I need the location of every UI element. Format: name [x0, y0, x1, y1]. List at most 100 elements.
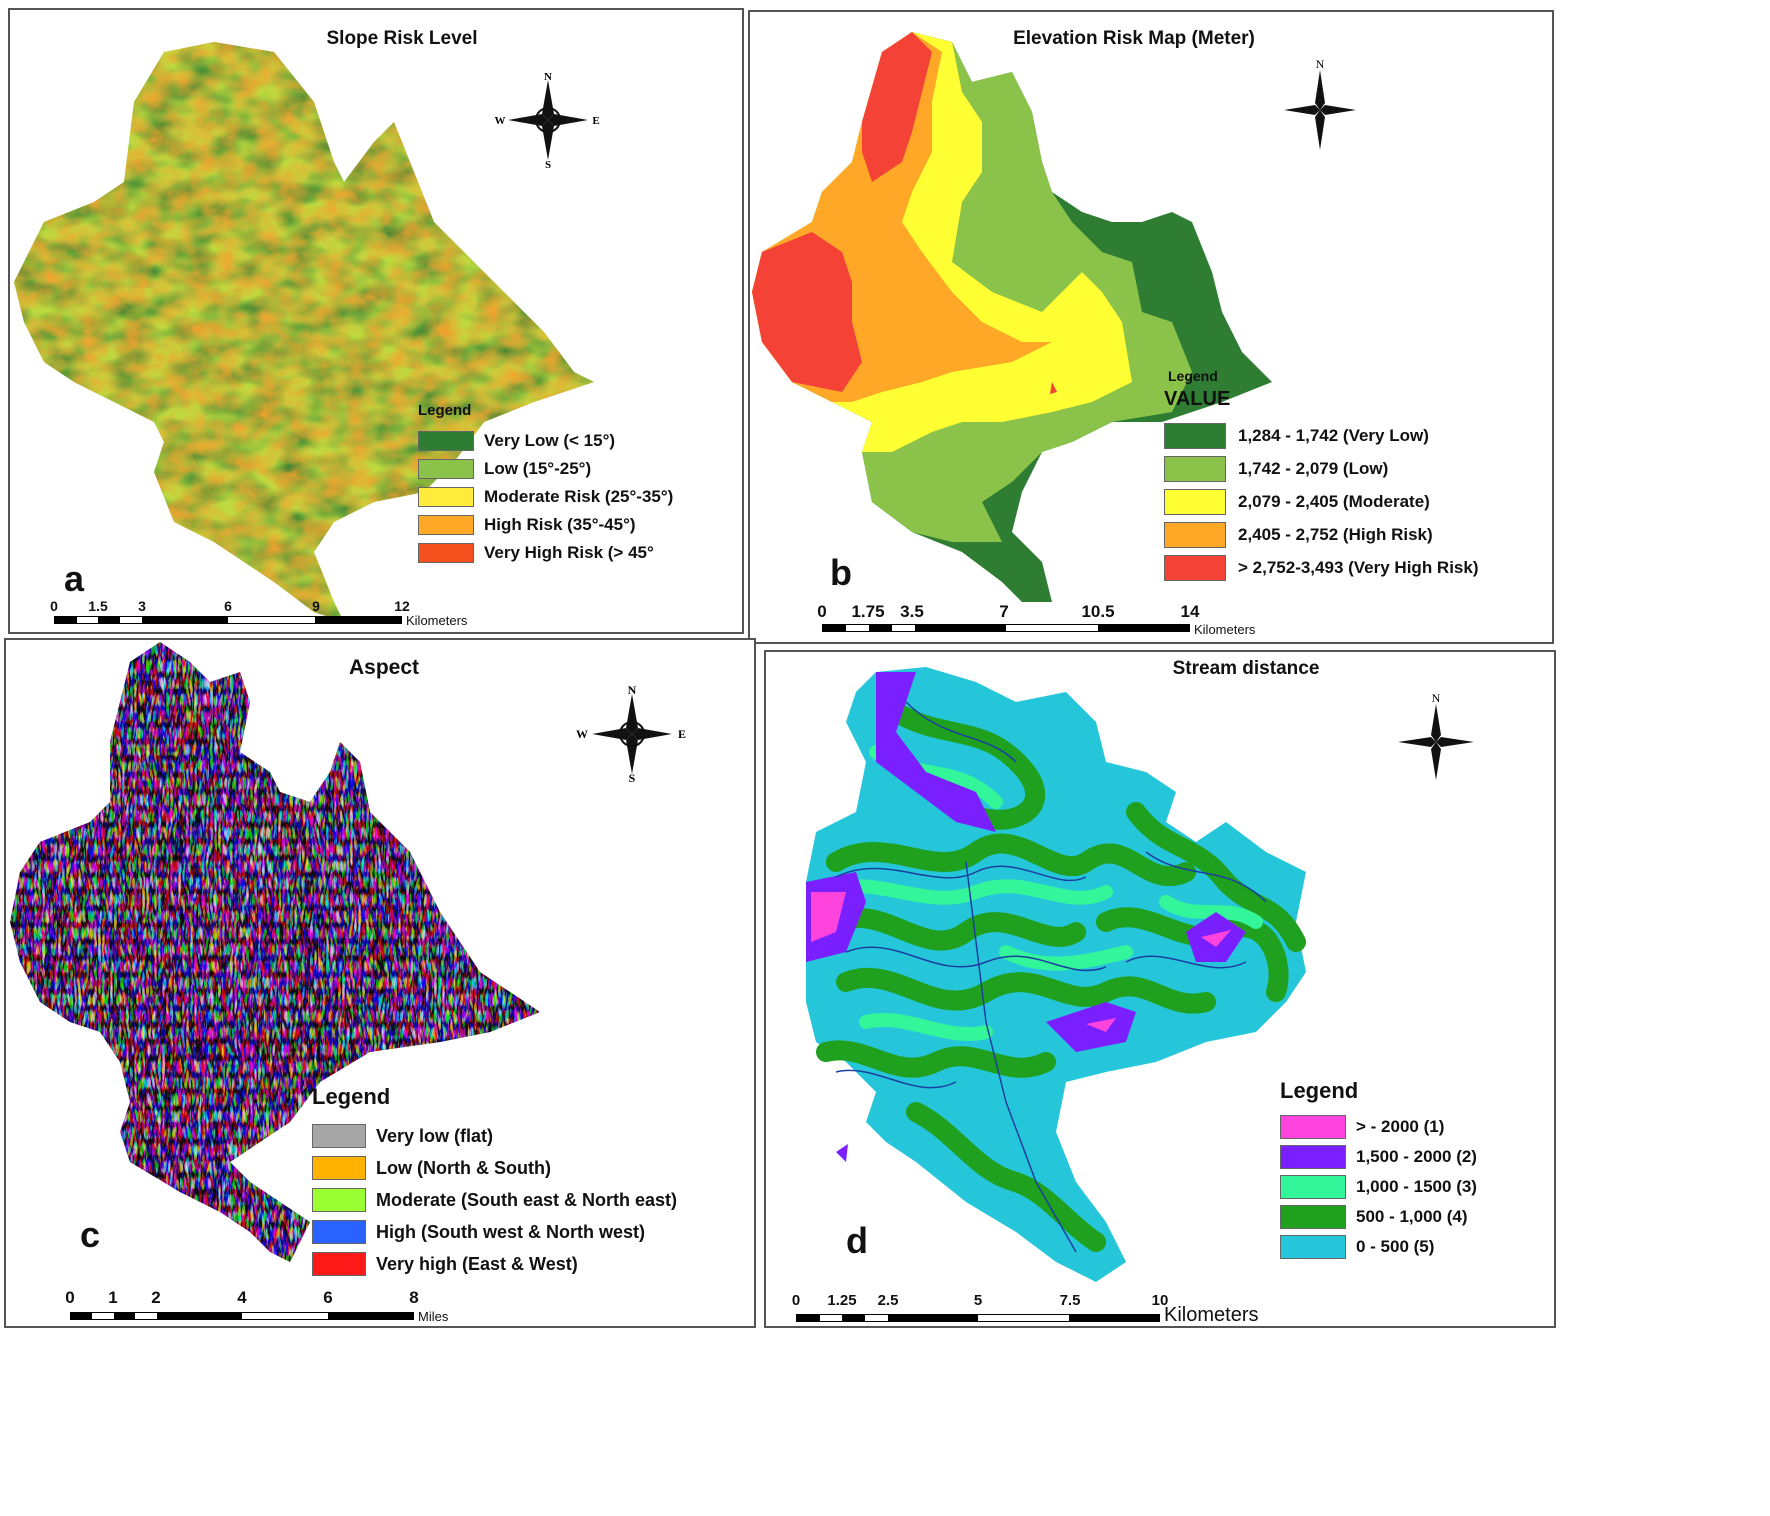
scale-tick: 6: [224, 598, 232, 614]
legend-elevation: Legend VALUE 1,284 - 1,742 (Very Low) 1,…: [1164, 368, 1479, 584]
legend-label: 2,079 - 2,405 (Moderate): [1238, 491, 1430, 511]
legend-aspect: Legend Very low (flat) Low (North & Sout…: [312, 1084, 677, 1280]
legend-label: Moderate Risk (25°-35°): [484, 487, 674, 506]
compass-n: N: [544, 71, 552, 83]
legend-label: Very High Risk (> 45°: [484, 543, 654, 562]
legend-title: Legend: [1280, 1078, 1359, 1103]
legend-swatch: [418, 543, 474, 563]
legend-label: Low (15°-25°): [484, 459, 592, 478]
scale-tick: 2: [151, 1288, 161, 1307]
legend-swatch: [1164, 521, 1226, 548]
scale-bar-graphic: [54, 616, 402, 624]
scale-bar-graphic: [822, 624, 1190, 632]
north-arrow-icon: N: [1398, 691, 1474, 780]
legend-label: > - 2000 (1): [1356, 1117, 1445, 1136]
legend-item: Very Low (< 15°): [418, 427, 673, 455]
compass-n: N: [1432, 691, 1441, 705]
scale-tick: 3.5: [900, 602, 924, 621]
legend-swatch: [1280, 1205, 1346, 1229]
legend-swatch: [418, 459, 474, 479]
panel-letter: c: [80, 1214, 101, 1255]
scale-tick: 7.5: [1059, 1292, 1081, 1309]
panel-b-elevation: Elevation Risk Map (Meter) N Legend VALU…: [748, 10, 1554, 644]
scale-unit: Kilometers: [406, 613, 468, 628]
legend-label: Low (North & South): [376, 1157, 551, 1178]
legend-slope: Legend Very Low (< 15°) Low (15°-25°) Mo…: [418, 402, 673, 567]
legend-swatch: [312, 1188, 366, 1212]
legend-label: Very low (flat): [376, 1125, 494, 1146]
scale-tick: 4: [237, 1288, 247, 1307]
legend-swatch: [418, 515, 474, 535]
legend-swatch: [1164, 422, 1226, 449]
stream-distance-map: [806, 667, 1306, 1282]
legend-label: High Risk (35°-45°): [484, 515, 636, 534]
legend-label: Moderate (South east & North east): [376, 1189, 678, 1210]
legend-item: 1,500 - 2000 (2): [1280, 1142, 1477, 1172]
elevation-map: [752, 32, 1272, 602]
scale-tick: 8: [409, 1288, 419, 1307]
scale-tick: 0: [65, 1288, 75, 1307]
legend-label: 2,405 - 2,752 (High Risk): [1238, 524, 1433, 544]
scale-unit: Miles: [418, 1309, 449, 1324]
scale-tick: 10: [1151, 1292, 1169, 1309]
legend-swatch: [312, 1220, 366, 1244]
legend-swatch: [418, 431, 474, 451]
scale-tick: 1.75: [851, 602, 885, 621]
compass-e: E: [678, 727, 686, 741]
legend-label: > 2,752-3,493 (Very High Risk): [1238, 557, 1479, 577]
compass-e: E: [592, 115, 599, 127]
compass-s: S: [545, 159, 551, 170]
panel-title: Slope Risk Level: [326, 28, 478, 49]
legend-swatch: [312, 1124, 366, 1148]
panel-a-slope: Slope Risk Level N S E W Legend Very Low…: [8, 8, 744, 634]
legend-swatch: [1280, 1235, 1346, 1259]
scale-tick: 9: [312, 598, 320, 614]
legend-item: Very low (flat): [312, 1120, 677, 1152]
scale-unit: Kilometers: [1164, 1304, 1259, 1326]
legend-label: 1,000 - 1500 (3): [1356, 1177, 1477, 1196]
scale-bar: 0 1.5 3 6 9 12 Kilometers: [50, 598, 514, 628]
legend-label: High (South west & North west): [376, 1221, 645, 1242]
legend-label: 0 - 500 (5): [1356, 1237, 1435, 1256]
legend-label: 1,500 - 2000 (2): [1356, 1147, 1477, 1166]
legend-title: Legend: [418, 402, 472, 419]
scale-tick: 7: [999, 602, 1009, 621]
legend-label: 1,284 - 1,742 (Very Low): [1238, 425, 1429, 445]
scale-bar: 0 1 2 4 6 8 Miles: [65, 1288, 530, 1324]
legend-title: Legend: [1168, 368, 1218, 384]
panel-letter: b: [830, 552, 852, 593]
legend-item: Low (15°-25°): [418, 455, 673, 483]
panel-title: Stream distance: [1172, 658, 1320, 679]
legend-swatch: [1280, 1115, 1346, 1139]
legend-item: 1,000 - 1500 (3): [1280, 1172, 1477, 1202]
compass-s: S: [629, 771, 636, 784]
panel-letter: d: [846, 1220, 868, 1261]
scale-tick: 3: [138, 598, 146, 614]
north-arrow-icon: N S E W: [576, 684, 686, 784]
legend-item: 1,742 - 2,079 (Low): [1164, 452, 1479, 485]
scale-tick: 5: [973, 1292, 983, 1309]
scale-bar: 0 1.25 2.5 5 7.5 10 Kilometers: [792, 1292, 1356, 1326]
legend-item: Moderate (South east & North east): [312, 1184, 677, 1216]
legend-swatch: [1164, 455, 1226, 482]
panel-title: Elevation Risk Map (Meter): [1013, 28, 1255, 49]
compass-w: W: [495, 115, 506, 127]
scale-bar-graphic: [70, 1312, 414, 1320]
legend-item: 500 - 1,000 (4): [1280, 1202, 1477, 1232]
north-arrow-icon: N S E W: [495, 71, 600, 170]
legend-swatch: [418, 487, 474, 507]
scale-tick: 0: [791, 1292, 801, 1309]
legend-swatch: [1164, 488, 1226, 515]
compass-n: N: [1316, 58, 1325, 71]
scale-tick: 10.5: [1081, 602, 1115, 621]
legend-item: > 2,752-3,493 (Very High Risk): [1164, 551, 1479, 584]
legend-swatch: [1280, 1145, 1346, 1169]
legend-item: High Risk (35°-45°): [418, 511, 673, 539]
scale-bar: 0 1.75 3.5 7 10.5 14 Kilometers: [817, 602, 1322, 637]
legend-subtitle: VALUE: [1164, 388, 1231, 410]
scale-tick: 0: [817, 602, 827, 621]
scale-tick: 1.25: [827, 1292, 857, 1309]
legend-label: 1,742 - 2,079 (Low): [1238, 458, 1389, 478]
legend-swatch: [1164, 554, 1226, 581]
legend-item: Moderate Risk (25°-35°): [418, 483, 673, 511]
